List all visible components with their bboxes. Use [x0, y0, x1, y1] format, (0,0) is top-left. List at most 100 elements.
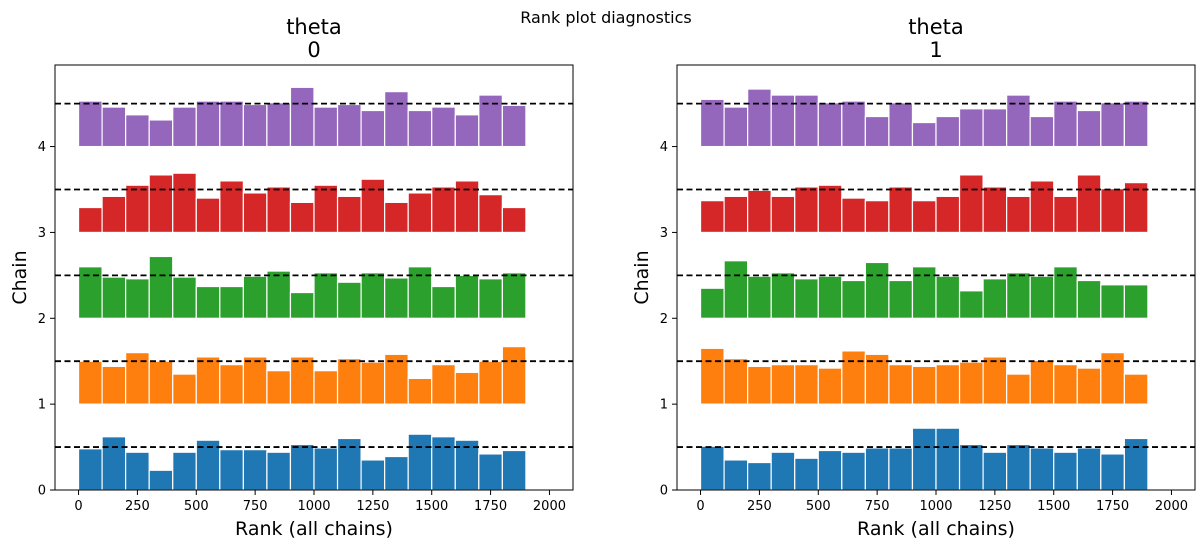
rank-bar	[747, 189, 772, 234]
rank-bar	[172, 106, 197, 148]
y-tick-label: 4	[38, 140, 46, 155]
rank-bar	[501, 449, 527, 491]
x-tick-label: 750	[243, 499, 268, 514]
rank-bar	[958, 443, 984, 491]
rank-bar	[770, 272, 796, 319]
panel-title-line-2: 0	[307, 38, 320, 62]
rank-bar	[313, 370, 339, 405]
rank-bar	[1006, 195, 1031, 234]
x-tick-label: 500	[184, 499, 209, 514]
rank-bar	[242, 356, 268, 405]
rank-bar	[841, 279, 866, 319]
rank-bar	[935, 275, 961, 319]
rank-bar	[911, 427, 937, 491]
x-tick-label: 1000	[297, 499, 330, 514]
x-tick-label: 1250	[978, 499, 1011, 514]
rank-bar	[242, 449, 268, 491]
y-axis-label: Chain	[9, 250, 31, 304]
panel-theta-1: theta 1 0 250 500 750 1000 1250 1500 1750 2000 0 1…	[631, 15, 1196, 540]
rank-bar	[958, 290, 984, 319]
rank-bar	[384, 91, 409, 148]
rank-bar	[982, 356, 1008, 405]
rank-bar	[699, 287, 725, 319]
rank-bar	[266, 270, 292, 319]
rank-bar	[242, 275, 268, 319]
rank-bar	[817, 184, 843, 234]
rank-bar	[1100, 188, 1125, 234]
rank-bar	[1029, 447, 1055, 491]
reference-lines	[677, 102, 1195, 448]
rank-bar	[1029, 275, 1055, 319]
rank-bar	[958, 108, 984, 148]
rank-bar	[1076, 279, 1102, 319]
rank-bar	[1123, 182, 1149, 234]
rank-bar	[501, 104, 527, 148]
rank-bar	[888, 364, 914, 405]
rank-bar	[770, 364, 796, 405]
panel-title-line-1: theta	[908, 15, 964, 39]
rank-bar	[219, 285, 244, 319]
y-tick-label: 1	[38, 398, 46, 413]
rank-bar	[384, 455, 409, 491]
rank-bar	[172, 172, 197, 234]
rank-bar	[888, 102, 914, 148]
x-tick-label: 2000	[1155, 499, 1188, 514]
rank-bar	[289, 201, 315, 234]
x-tick-label: 250	[747, 499, 772, 514]
rank-bar	[1100, 352, 1125, 405]
rank-bar	[407, 433, 433, 491]
rank-bar	[982, 186, 1008, 234]
rank-bar	[172, 451, 197, 491]
rank-bar	[982, 451, 1008, 491]
rank-bar	[478, 278, 503, 319]
rank-bar	[794, 364, 819, 405]
rank-bar	[747, 88, 772, 148]
rank-bar	[219, 364, 244, 405]
x-tick-label: 0	[74, 499, 82, 514]
rank-bar	[431, 364, 456, 405]
rank-bar	[360, 361, 386, 405]
rank-bar	[958, 361, 984, 405]
axes-frame	[54, 64, 574, 491]
y-tick-label: 3	[660, 226, 668, 241]
rank-bar	[478, 194, 503, 234]
rank-bar	[935, 427, 961, 491]
rank-bar	[1006, 373, 1031, 405]
rank-bar	[289, 443, 315, 491]
x-tick-label: 250	[125, 499, 150, 514]
y-tick-label: 3	[38, 226, 46, 241]
rank-bar	[888, 447, 914, 491]
y-tick-label: 2	[660, 312, 668, 327]
rank-bar	[1053, 451, 1078, 491]
rank-bar	[125, 278, 150, 319]
y-tick-label: 2	[38, 312, 46, 327]
y-tick-label: 4	[660, 140, 668, 155]
rank-bar	[101, 436, 127, 491]
rank-bar	[431, 436, 456, 491]
rank-bar	[101, 195, 127, 234]
x-axis-label: Rank (all chains)	[235, 518, 393, 540]
rank-bar	[219, 449, 244, 491]
rank-bar	[1100, 102, 1125, 148]
rank-bar	[148, 174, 174, 234]
rank-bar	[1053, 195, 1078, 234]
rank-bar	[982, 278, 1008, 319]
rank-bar	[841, 451, 866, 491]
rank-bar	[77, 100, 103, 148]
figure-title: Rank plot diagnostics	[520, 8, 692, 27]
rank-bar	[747, 275, 772, 319]
rank-bar	[242, 103, 268, 148]
rank-bar	[794, 278, 819, 319]
rank-bar	[911, 121, 937, 148]
rank-bar	[360, 459, 386, 491]
x-tick-label: 1500	[1037, 499, 1070, 514]
rank-bar	[431, 285, 456, 319]
panel-theta-0: theta 0 0 250 500 750 1000 1250 1500 1750 2000 0 1…	[9, 15, 574, 540]
rank-bar	[864, 200, 890, 234]
rank-bar	[313, 106, 339, 148]
rank-bar	[454, 274, 480, 319]
x-tick-label: 1500	[415, 499, 448, 514]
rank-bar	[1076, 109, 1102, 148]
rank-bar	[384, 277, 409, 319]
